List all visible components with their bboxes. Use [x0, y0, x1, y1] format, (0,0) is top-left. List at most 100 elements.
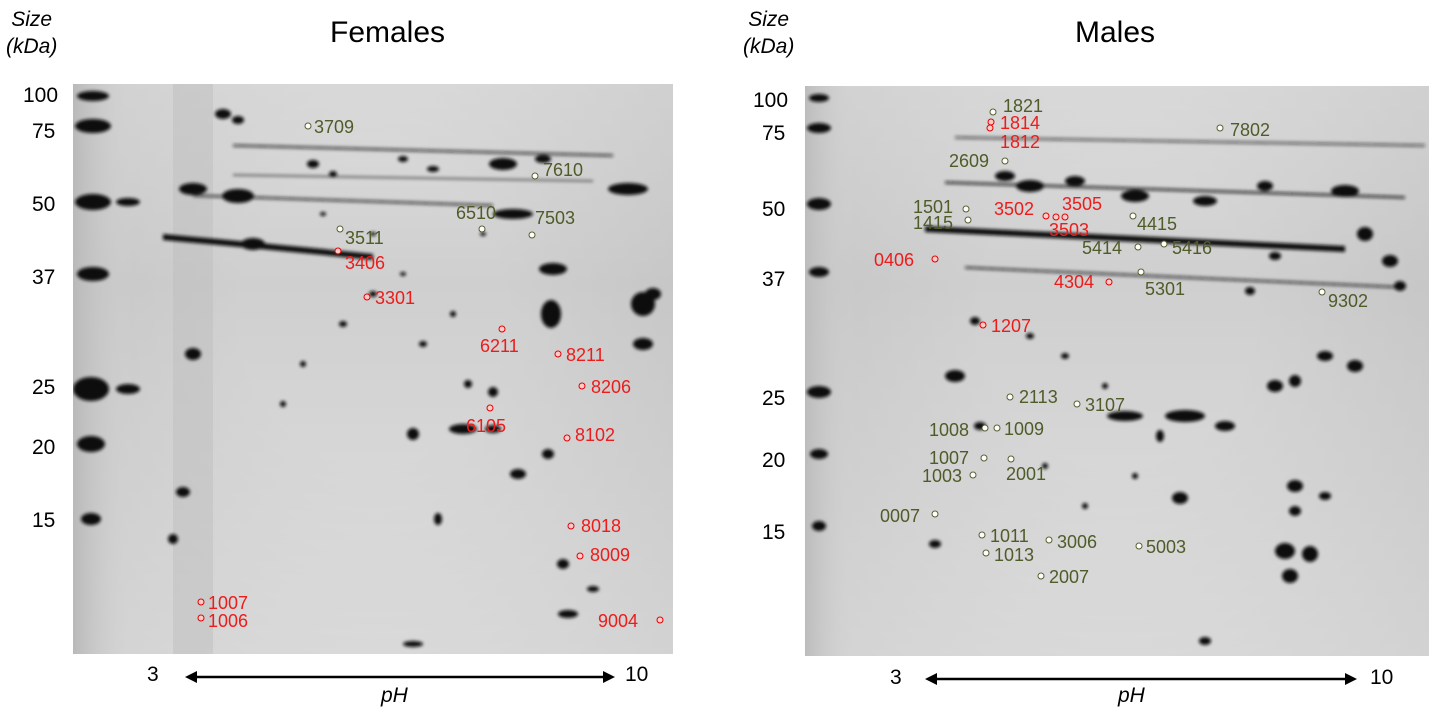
females-panel: Size (kDa) Females 100 75 50 37 25 20 15 — [6, 8, 673, 707]
spot-label: 7802 — [1230, 120, 1271, 140]
spot-label: 8102 — [575, 425, 616, 445]
spot-marker — [478, 225, 486, 233]
spot-marker — [304, 122, 312, 130]
spot-marker — [1216, 124, 1224, 132]
spot-label: 8206 — [591, 377, 632, 397]
spot-label: 2007 — [1049, 567, 1090, 587]
spot-marker — [1135, 542, 1143, 550]
y-axis-title: Size (kDa) — [743, 6, 794, 60]
spot-label: 1821 — [1003, 96, 1044, 116]
spot-label: 1812 — [1000, 132, 1041, 152]
spot-label: 4304 — [1054, 272, 1095, 292]
gel-spots-graphic — [73, 84, 661, 654]
y-axis-title-unit: (kDa) — [6, 35, 58, 58]
spot-marker — [931, 255, 939, 263]
spot-marker — [567, 522, 575, 530]
y-tick: 20 — [762, 449, 786, 472]
spot-marker — [498, 325, 506, 333]
spot-marker — [1007, 455, 1015, 463]
spot-label: 1007 — [208, 593, 249, 613]
gel-image — [73, 84, 673, 654]
spot-label: 5416 — [1172, 238, 1213, 258]
y-tick: 25 — [32, 376, 56, 399]
spot-marker — [979, 321, 987, 329]
spot-label: 9004 — [598, 611, 639, 631]
ph-axis-max: 10 — [1370, 666, 1394, 689]
spot-marker — [1061, 213, 1069, 221]
spot-label: 1008 — [929, 420, 970, 440]
spot-label: 1006 — [208, 611, 249, 631]
males-panel: Size (kDa) Males 100 75 50 37 25 20 15 — [717, 0, 1434, 712]
y-tick: 37 — [762, 268, 786, 291]
y-axis-title-size: Size — [11, 8, 53, 31]
spot-label: 6211 — [480, 336, 519, 356]
spot-label: 3502 — [994, 199, 1035, 219]
y-tick: 25 — [762, 387, 786, 410]
y-tick: 50 — [762, 198, 786, 221]
y-tick: 15 — [32, 509, 56, 532]
spot-marker — [197, 598, 205, 606]
ph-axis-min: 3 — [890, 666, 902, 689]
spot-label: 1501 — [913, 197, 954, 217]
spot-marker — [1045, 536, 1053, 544]
spot-marker — [989, 108, 997, 116]
y-tick: 50 — [32, 193, 56, 216]
spot-label: 1007 — [929, 448, 970, 468]
spot-label: 3511 — [345, 228, 384, 248]
spot-label: 2113 — [1019, 387, 1058, 407]
spot-marker — [554, 350, 562, 358]
y-tick: 37 — [32, 266, 56, 289]
panel-title: Females — [330, 16, 446, 49]
spot-label: 5003 — [1146, 537, 1187, 557]
y-axis-title-unit: (kDa) — [743, 35, 795, 58]
spot-label: 3006 — [1057, 532, 1098, 552]
spot-marker — [1037, 572, 1045, 580]
spot-label: 5414 — [1082, 238, 1123, 258]
spot-label: 3503 — [1049, 220, 1090, 240]
spot-label: 8009 — [590, 545, 631, 565]
spot-label: 6510 — [456, 203, 497, 223]
spot-label: 6105 — [466, 416, 507, 436]
spot-marker — [969, 471, 977, 479]
spot-label: 1003 — [922, 466, 963, 486]
spot-label: 5301 — [1145, 279, 1186, 299]
spot-label: 1814 — [1000, 113, 1041, 133]
spot-marker — [980, 454, 988, 462]
spot-label: 4415 — [1137, 214, 1178, 234]
spot-label: 3709 — [314, 117, 355, 137]
spot-marker — [656, 616, 664, 624]
spot-marker — [363, 293, 371, 301]
spot-marker — [197, 614, 205, 622]
spot-marker — [528, 231, 536, 239]
spot-label: 2609 — [949, 151, 990, 171]
spot-marker — [1073, 400, 1081, 408]
spot-marker — [1137, 268, 1145, 276]
spot-label: 7610 — [543, 160, 584, 180]
ph-axis-arrow — [925, 673, 1357, 685]
spot-marker — [1006, 393, 1014, 401]
spot-label: 1013 — [994, 545, 1035, 565]
spot-marker — [982, 549, 990, 557]
spot-label: 3406 — [345, 253, 386, 273]
spot-marker — [578, 382, 586, 390]
spot-marker — [334, 247, 342, 255]
spot-marker — [1052, 213, 1060, 221]
y-tick: 75 — [32, 120, 56, 143]
y-tick: 75 — [762, 122, 786, 145]
spot-label: 1207 — [991, 316, 1032, 336]
spot-label: 3505 — [1062, 194, 1103, 214]
spot-label: 8018 — [581, 516, 622, 536]
spot-marker — [531, 172, 539, 180]
spot-label: 8211 — [566, 345, 605, 365]
spot-marker — [1160, 240, 1168, 248]
spot-marker — [486, 404, 494, 412]
ph-axis-min: 3 — [147, 663, 159, 686]
ph-axis-label: pH — [381, 684, 408, 707]
spot-marker — [981, 424, 989, 432]
spot-marker — [964, 216, 972, 224]
spot-label: 1415 — [913, 213, 954, 233]
spot-marker — [1318, 288, 1326, 296]
spot-marker — [986, 124, 994, 132]
spot-marker — [1129, 212, 1137, 220]
spot-label: 9302 — [1328, 291, 1369, 311]
